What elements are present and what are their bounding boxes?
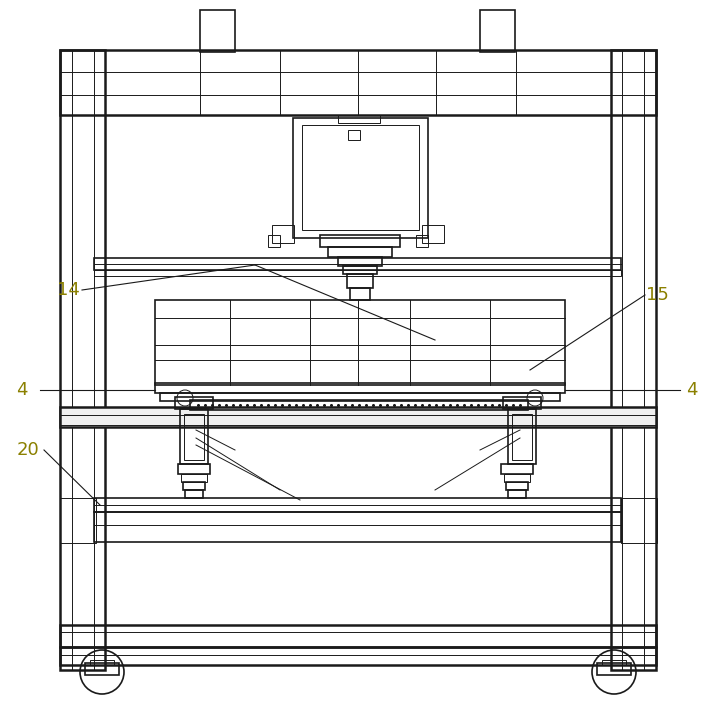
Bar: [508, 490, 526, 498]
Bar: [200, 10, 235, 52]
Bar: [347, 274, 373, 288]
Bar: [155, 383, 565, 393]
Bar: [175, 397, 213, 409]
Bar: [94, 498, 621, 512]
Bar: [185, 490, 203, 498]
Bar: [155, 300, 565, 385]
Bar: [302, 125, 419, 230]
Bar: [328, 247, 392, 257]
Bar: [504, 474, 530, 482]
Bar: [503, 397, 541, 409]
Bar: [180, 409, 208, 464]
Bar: [60, 50, 656, 115]
Bar: [181, 474, 207, 482]
Bar: [160, 393, 560, 401]
Text: 4: 4: [686, 381, 698, 399]
Bar: [60, 498, 96, 543]
Bar: [60, 50, 105, 670]
Bar: [480, 10, 515, 52]
Bar: [184, 414, 204, 460]
Bar: [60, 625, 656, 647]
Bar: [350, 288, 370, 300]
Bar: [60, 407, 656, 427]
Text: 4: 4: [16, 381, 28, 399]
Bar: [268, 235, 280, 247]
Bar: [621, 498, 657, 543]
Bar: [293, 118, 428, 238]
Bar: [343, 266, 377, 274]
Bar: [94, 270, 621, 276]
Bar: [272, 225, 294, 243]
Bar: [501, 464, 533, 474]
Text: 15: 15: [646, 286, 669, 304]
Bar: [190, 400, 528, 410]
Bar: [338, 257, 382, 266]
Bar: [597, 663, 631, 675]
Bar: [320, 235, 400, 247]
Bar: [178, 464, 210, 474]
Bar: [508, 409, 536, 464]
Bar: [422, 225, 444, 243]
Bar: [94, 512, 621, 542]
Bar: [506, 482, 528, 490]
Bar: [416, 235, 428, 247]
Bar: [348, 130, 360, 140]
Bar: [90, 660, 114, 665]
Bar: [611, 50, 656, 670]
Text: 14: 14: [57, 281, 79, 299]
Bar: [85, 663, 119, 675]
Bar: [602, 660, 626, 665]
Text: 20: 20: [16, 441, 39, 459]
Bar: [60, 647, 656, 665]
Bar: [512, 414, 532, 460]
Bar: [183, 482, 205, 490]
Bar: [338, 115, 380, 123]
Bar: [94, 258, 621, 270]
